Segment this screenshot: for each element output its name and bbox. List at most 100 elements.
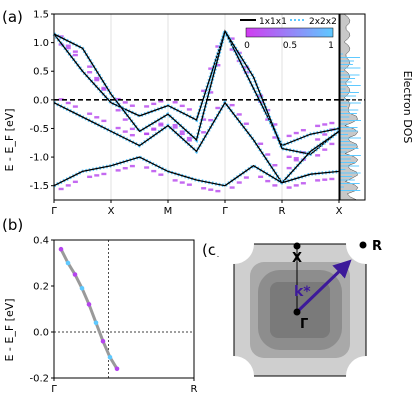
band-1x1x1-3 <box>53 156 340 187</box>
plot-frame-a <box>53 13 340 201</box>
band-point-b <box>93 320 99 326</box>
band-point-b <box>79 286 85 291</box>
unfolded-weight-mark <box>315 154 321 157</box>
colorbar-gradient <box>245 27 334 38</box>
unfolded-weight-mark <box>215 64 221 67</box>
unfolded-weight-mark <box>151 127 157 130</box>
unfolded-weight-mark <box>101 119 107 123</box>
unfolded-weight-mark <box>201 118 207 121</box>
axis-label-ylabel-b: E - E_F [eV] <box>3 298 16 361</box>
unfolded-weight-mark <box>286 166 292 170</box>
unfolded-weight-mark <box>151 102 157 106</box>
unfolded-weight-mark <box>186 139 192 142</box>
unfolded-weight-mark <box>172 101 178 104</box>
unfolded-weight-mark <box>300 182 306 185</box>
band-2x2x2-2 <box>53 99 341 186</box>
unfolded-weight-mark <box>115 169 121 172</box>
bz-boundary <box>233 243 367 377</box>
bz-corner-cutout-bl <box>214 356 254 396</box>
bz-corner-cutout-br <box>346 356 386 396</box>
unfolded-weight-mark <box>151 169 157 173</box>
x-tick-label-a: R <box>279 206 286 217</box>
scatter-plot-b <box>54 240 194 378</box>
unfolded-weight-mark <box>129 164 135 168</box>
r-point-marker <box>359 241 367 249</box>
unfolded-weight-mark <box>179 104 185 108</box>
unfolded-weight-mark <box>186 183 192 186</box>
x-tick-label-b: R <box>191 384 198 395</box>
y-tick-label-a: -0.5 <box>29 124 49 135</box>
panel-label-b: (b) <box>2 216 23 234</box>
band-1x1x1-2 <box>53 101 340 184</box>
band-1x1x1-1 <box>53 29 340 155</box>
x-tick-label-a: X <box>108 206 115 217</box>
band-point-b <box>107 355 113 360</box>
unfolded-weight-mark <box>265 153 271 156</box>
unfolded-weight-mark <box>58 43 64 46</box>
unfolded-weight-mark <box>272 164 278 167</box>
colorbar: 0 0.5 1 <box>244 27 334 51</box>
unfolded-weight-mark <box>215 106 221 110</box>
unfolded-weight-mark <box>94 116 100 119</box>
unfolded-weight-mark <box>87 65 93 68</box>
unfolded-weight-mark <box>72 50 78 53</box>
band-point-b <box>72 272 78 277</box>
unfolded-weight-mark <box>129 133 135 137</box>
unfolded-weight-mark <box>272 184 278 187</box>
brillouin-zone-diagram: X R k* Γ <box>214 224 386 396</box>
unfolded-weight-mark <box>272 123 278 126</box>
gamma-point-label: Γ <box>300 317 308 332</box>
unfolded-weight-mark <box>122 118 128 121</box>
dos-panel <box>339 13 365 201</box>
legend-entry-2x2x2: 2x2x2 <box>309 17 337 27</box>
y-tick-label-b: 0.0 <box>33 328 49 339</box>
y-tick-label-a: -1.0 <box>29 153 49 164</box>
unfolded-weight-mark <box>201 131 207 134</box>
unfolded-weight-mark <box>65 184 71 187</box>
unfolded-weight-mark <box>179 181 185 184</box>
legend: 1x1x1 2x2x2 <box>240 17 337 27</box>
y-ticks-a: 1.5 1.0 0.5 0.0 -0.5 -1.0 -1.5 <box>29 10 54 192</box>
unfolded-weight-mark <box>72 53 78 57</box>
unfolded-weight-mark <box>265 179 271 183</box>
unfolded-weight-mark <box>172 126 178 129</box>
unfolded-weight-mark <box>58 187 64 191</box>
unfolded-weight-mark <box>286 134 292 138</box>
unfolded-weight-mark <box>158 124 164 127</box>
unfolded-weight-mark <box>208 118 214 122</box>
unfolded-weight-mark <box>172 179 178 182</box>
unfolded-weight-mark <box>293 159 299 162</box>
unfolded-weight-mark <box>315 124 321 128</box>
legend-entry-1x1x1: 1x1x1 <box>259 17 287 27</box>
unfolded-weight-mark <box>229 37 235 40</box>
unfolded-weight-mark <box>236 113 242 116</box>
unfolded-weight-mark <box>236 181 242 184</box>
unfolded-weight-mark <box>144 166 150 169</box>
unfolded-weight-mark <box>87 112 93 115</box>
unfolded-weight-mark <box>322 178 328 181</box>
y-tick-label-a: 1.5 <box>33 10 49 21</box>
unfolded-weight-mark <box>208 91 214 94</box>
y-tick-label-b: 0.2 <box>33 282 49 293</box>
unfolded-weight-mark <box>272 136 278 139</box>
unfolded-weight-mark <box>229 103 235 107</box>
band-point-b <box>58 246 64 252</box>
unfolded-weight-mark <box>300 128 306 132</box>
unfolded-weight-mark <box>122 101 128 104</box>
y-tick-label-b: -0.2 <box>29 374 49 385</box>
y-tick-label-a: -1.5 <box>29 181 49 192</box>
unfolded-weight-mark <box>129 104 135 107</box>
x-point-marker <box>293 242 301 250</box>
unfolded-weight-mark <box>172 123 178 127</box>
unfolded-weight-mark <box>229 186 235 189</box>
unfolded-weight-mark <box>72 180 78 184</box>
y-tick-label-a: 1.0 <box>33 38 49 49</box>
unfolded-weight-mark <box>122 167 128 170</box>
unfolded-weight-mark <box>315 179 321 182</box>
unfolded-weight-mark <box>229 48 235 51</box>
unfolded-weight-mark <box>144 105 150 108</box>
k-vector-arrow <box>295 259 352 314</box>
unfolded-weight-mark <box>87 71 93 74</box>
